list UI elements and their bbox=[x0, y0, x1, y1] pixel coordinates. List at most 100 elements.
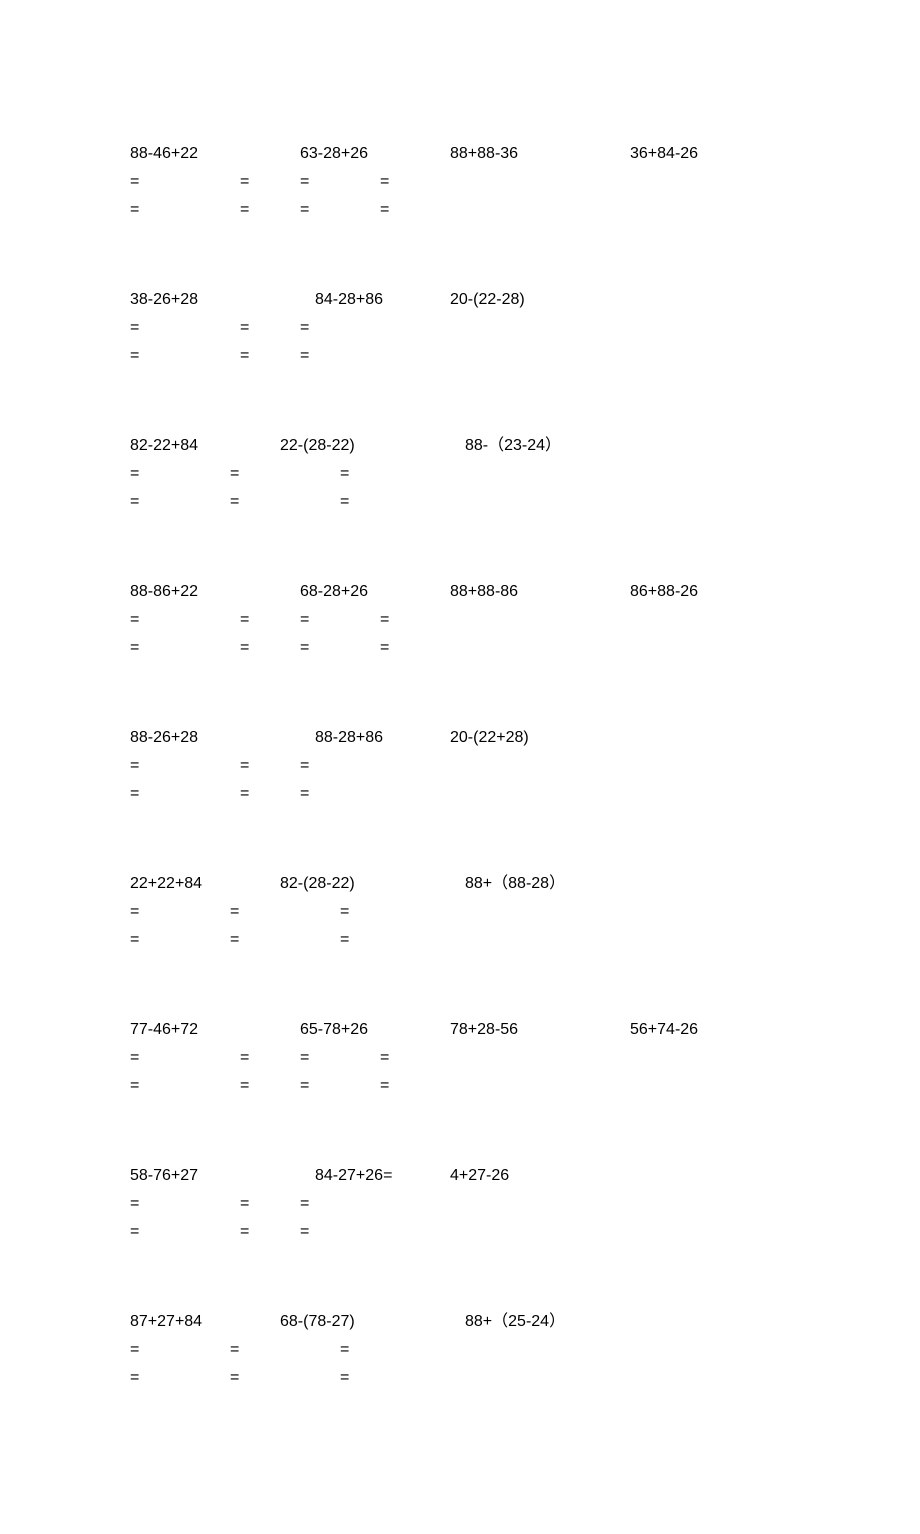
equals-sign: = bbox=[130, 342, 139, 370]
line: ==== bbox=[130, 196, 790, 224]
expression: 4+27-26 bbox=[450, 1162, 509, 1190]
line: = = = bbox=[130, 926, 790, 954]
problem-block: 38-26+2884-28+8620-(22-28)====== bbox=[130, 286, 790, 370]
equals-sign: = bbox=[130, 314, 139, 342]
expression: 82-22+84 bbox=[130, 432, 198, 460]
equals-sign: = bbox=[300, 752, 309, 780]
line: = = = = bbox=[130, 606, 790, 634]
expression: 88-（23-24） bbox=[465, 432, 561, 460]
line: 87+27+8468-(78-27)88+（25-24） bbox=[130, 1308, 790, 1336]
expression: 88-46+22 bbox=[130, 140, 198, 168]
equals-sign: = bbox=[130, 1336, 139, 1364]
problem-block: 22+22+8482-(28-22)88+（88-28）====== bbox=[130, 870, 790, 954]
equals-sign: = bbox=[380, 606, 389, 634]
equals-sign: = bbox=[300, 314, 309, 342]
expression: 84-27+26= bbox=[315, 1162, 392, 1190]
line: === bbox=[130, 780, 790, 808]
expression: 88-86+22 bbox=[130, 578, 198, 606]
expression: 82-(28-22) bbox=[280, 870, 355, 898]
problem-block: 82-22+8422-(28-22)88-（23-24）====== bbox=[130, 432, 790, 516]
equals-sign: = bbox=[130, 606, 139, 634]
expression: 87+27+84 bbox=[130, 1308, 202, 1336]
line: 82-22+84 22-(28-22) 88-（23-24） bbox=[130, 432, 790, 460]
line: ==== bbox=[130, 634, 790, 662]
expression: 58-76+27 bbox=[130, 1162, 198, 1190]
equals-sign: = bbox=[240, 1218, 249, 1246]
equals-sign: = bbox=[130, 168, 139, 196]
equals-sign: = bbox=[300, 342, 309, 370]
equals-sign: = bbox=[340, 460, 349, 488]
line: 88-86+2268-28+2688+88-8686+88-26 bbox=[130, 578, 790, 606]
expression: 63-28+26 bbox=[300, 140, 368, 168]
problem-block: 58-76+2784-27+26=4+27-26====== bbox=[130, 1162, 790, 1246]
expression: 88+88-36 bbox=[450, 140, 518, 168]
equals-sign: = bbox=[230, 898, 239, 926]
line: = = = bbox=[130, 314, 790, 342]
expression: 22-(28-22) bbox=[280, 432, 355, 460]
problem-block: 88-86+2268-28+2688+88-8686+88-26======== bbox=[130, 578, 790, 662]
equals-sign: = bbox=[130, 752, 139, 780]
equals-sign: = bbox=[130, 898, 139, 926]
line: === bbox=[130, 488, 790, 516]
equals-sign: = bbox=[300, 196, 309, 224]
equals-sign: = bbox=[240, 752, 249, 780]
equals-sign: = bbox=[240, 1190, 249, 1218]
line: 88-26+2888-28+8620-(22+28) bbox=[130, 724, 790, 752]
equals-sign: = bbox=[240, 1044, 249, 1072]
line: ==== bbox=[130, 1072, 790, 1100]
equals-sign: = bbox=[300, 1218, 309, 1246]
expression: 84-28+86 bbox=[315, 286, 383, 314]
expression: 77-46+72 bbox=[130, 1016, 198, 1044]
equals-sign: = bbox=[300, 606, 309, 634]
equals-sign: = bbox=[230, 926, 239, 954]
line: = = = bbox=[130, 1336, 790, 1364]
equals-sign: = bbox=[230, 488, 239, 516]
equals-sign: = bbox=[130, 196, 139, 224]
equals-sign: = bbox=[130, 1364, 139, 1392]
expression: 68-28+26 bbox=[300, 578, 368, 606]
problem-block: 88-46+2263-28+2688+88-3636+84-26======== bbox=[130, 140, 790, 224]
equals-sign: = bbox=[300, 1044, 309, 1072]
line: === bbox=[130, 460, 790, 488]
equals-sign: = bbox=[240, 314, 249, 342]
line: = = = bbox=[130, 1364, 790, 1392]
expression: 20-(22-28) bbox=[450, 286, 525, 314]
expression: 78+28-56 bbox=[450, 1016, 518, 1044]
equals-sign: = bbox=[130, 1072, 139, 1100]
equals-sign: = bbox=[300, 168, 309, 196]
equals-sign: = bbox=[380, 196, 389, 224]
line: 77-46+7265-78+2678+28-5656+74-26 bbox=[130, 1016, 790, 1044]
equals-sign: = bbox=[240, 606, 249, 634]
line: 38-26+28 84-28+86 20-(22-28) bbox=[130, 286, 790, 314]
equals-sign: = bbox=[340, 1336, 349, 1364]
line: ==== bbox=[130, 168, 790, 196]
equals-sign: = bbox=[380, 168, 389, 196]
equals-sign: = bbox=[340, 926, 349, 954]
equals-sign: = bbox=[130, 926, 139, 954]
line: === bbox=[130, 1190, 790, 1218]
equals-sign: = bbox=[240, 780, 249, 808]
equals-sign: = bbox=[340, 898, 349, 926]
expression: 68-(78-27) bbox=[280, 1308, 355, 1336]
expression: 88+（88-28） bbox=[465, 870, 565, 898]
line: === bbox=[130, 1218, 790, 1246]
expression: 38-26+28 bbox=[130, 286, 198, 314]
expression: 22+22+84 bbox=[130, 870, 202, 898]
equals-sign: = bbox=[240, 342, 249, 370]
equals-sign: = bbox=[340, 488, 349, 516]
equals-sign: = bbox=[130, 1044, 139, 1072]
line: 58-76+27 84-27+26= 4+27-26 bbox=[130, 1162, 790, 1190]
expression: 88-26+28 bbox=[130, 724, 198, 752]
equals-sign: = bbox=[130, 634, 139, 662]
equals-sign: = bbox=[230, 1364, 239, 1392]
equals-sign: = bbox=[230, 1336, 239, 1364]
equals-sign: = bbox=[340, 1364, 349, 1392]
problem-block: 77-46+7265-78+2678+28-5656+74-26======== bbox=[130, 1016, 790, 1100]
equals-sign: = bbox=[380, 1044, 389, 1072]
equals-sign: = bbox=[130, 460, 139, 488]
equals-sign: = bbox=[240, 1072, 249, 1100]
line: 88-46+2263-28+2688+88-3636+84-26 bbox=[130, 140, 790, 168]
line: = = = = bbox=[130, 1044, 790, 1072]
expression: 88+88-86 bbox=[450, 578, 518, 606]
equals-sign: = bbox=[130, 1190, 139, 1218]
